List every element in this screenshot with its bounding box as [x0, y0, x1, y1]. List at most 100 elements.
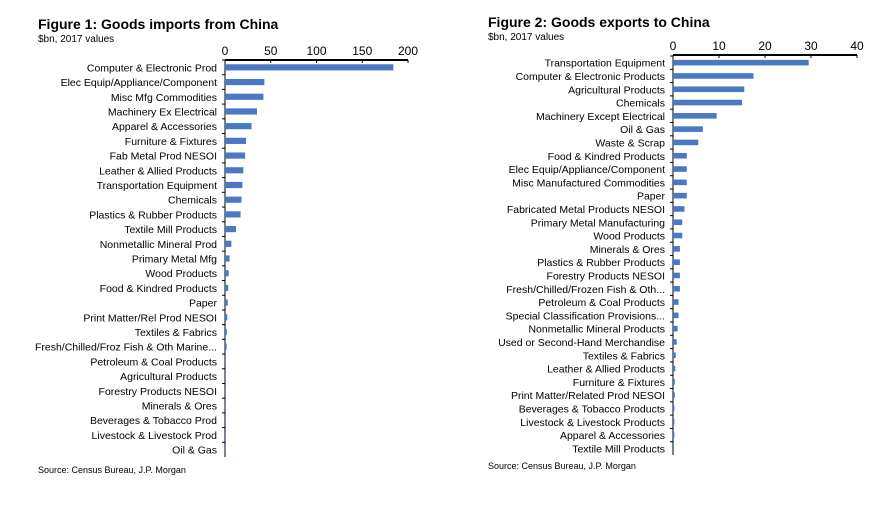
- exports-bar: [673, 259, 680, 265]
- exports-bar: [673, 126, 703, 132]
- exports-category-label: Livestock & Livestock Products: [520, 417, 665, 429]
- imports-bar: [225, 270, 229, 277]
- exports-bar: [673, 312, 679, 319]
- exports-category-label: Machinery Except Electrical: [536, 111, 665, 123]
- imports-bar: [225, 226, 236, 233]
- imports-category-label: Leather & Allied Products: [99, 165, 217, 177]
- exports-bar: [673, 339, 677, 345]
- imports-category-label: Wood Products: [145, 268, 217, 280]
- exports-x-tick-label: 40: [850, 39, 864, 53]
- exports-category-label: Primary Metal Manufacturing: [531, 217, 665, 229]
- exports-category-label: Elec Equip/Appliance/Component: [509, 164, 666, 176]
- imports-bar: [225, 284, 229, 291]
- exports-category-label: Plastics & Rubber Products: [537, 257, 665, 269]
- imports-category-label: Paper: [189, 298, 218, 310]
- imports-x-tick-label: 100: [306, 44, 326, 58]
- exports-bar: [673, 219, 683, 226]
- imports-bar: [225, 402, 226, 409]
- exports-category-label: Wood Products: [593, 231, 665, 243]
- exports-category-label: Furniture & Fixtures: [573, 377, 665, 389]
- exports-bar: [673, 352, 676, 359]
- exports-category-label: Textiles & Fabrics: [583, 350, 665, 362]
- exports-category-label: Fresh/Chilled/Frozen Fish & Oth...: [506, 284, 665, 296]
- imports-category-label: Oil & Gas: [172, 445, 217, 457]
- imports-bar: [225, 196, 242, 203]
- imports-category-label: Elec Equip/Appliance/Component: [61, 77, 218, 89]
- exports-bar: [673, 86, 745, 93]
- exports-bar: [673, 285, 680, 292]
- exports-category-label: Agricultural Products: [568, 84, 665, 96]
- imports-x-tick-label: 50: [264, 44, 278, 58]
- imports-category-label: Food & Kindred Products: [100, 283, 217, 295]
- exports-category-label: Misc Manufactured Commodities: [512, 177, 665, 189]
- imports-bar: [225, 240, 232, 247]
- imports-bar: [225, 431, 226, 439]
- exports-x-tick-label: 0: [670, 39, 677, 53]
- imports-bar: [225, 255, 230, 262]
- exports-category-label: Chemicals: [616, 98, 665, 110]
- imports-category-label: Minerals & Ores: [142, 401, 217, 413]
- imports-bar: [225, 123, 252, 130]
- exports-bar: [673, 166, 687, 172]
- imports-x-tick-label: 150: [352, 44, 372, 58]
- exports-category-label: Leather & Allied Products: [547, 364, 665, 376]
- exports-category-label: Food & Kindred Products: [548, 151, 665, 163]
- exports-bar: [673, 325, 678, 332]
- figure-2-source: Source: Census Bureau, J.P. Morgan: [488, 461, 636, 471]
- imports-bar: [225, 299, 228, 306]
- imports-category-label: Primary Metal Mfg: [132, 254, 217, 266]
- imports-bar: [225, 93, 264, 100]
- imports-category-label: Machinery Ex Electrical: [108, 106, 217, 118]
- imports-category-label: Textiles & Fabrics: [135, 327, 217, 339]
- exports-category-label: Fabricated Metal Products NESOI: [507, 204, 665, 216]
- exports-bar: [673, 432, 675, 438]
- figure-1-source: Source: Census Bureau, J.P. Morgan: [38, 465, 186, 475]
- exports-bar: [673, 113, 717, 119]
- imports-category-label: Beverages & Tobacco Prod: [90, 415, 217, 427]
- exports-category-label: Transportation Equipment: [545, 58, 666, 70]
- exports-bar: [673, 192, 687, 199]
- exports-category-label: Print Matter/Related Prod NESOI: [511, 390, 665, 402]
- imports-bar: [225, 211, 241, 218]
- exports-category-label: Oil & Gas: [620, 124, 665, 136]
- imports-bar: [225, 78, 265, 86]
- figure-1-subtitle: $bn, 2017 values: [38, 34, 115, 45]
- imports-bar: [225, 358, 226, 365]
- imports-category-label: Chemicals: [168, 195, 217, 207]
- exports-bar: [673, 365, 676, 372]
- exports-category-label: Forestry Products NESOI: [547, 270, 665, 282]
- imports-category-label: Nonmetallic Mineral Prod: [100, 239, 217, 251]
- imports-category-label: Computer & Electronic Prod: [87, 62, 217, 74]
- exports-x-tick-label: 10: [712, 39, 726, 53]
- imports-category-label: Petroleum & Coal Products: [90, 356, 217, 368]
- exports-category-label: Petroleum & Coal Products: [538, 297, 665, 309]
- exports-bar: [673, 73, 754, 79]
- exports-bar: [673, 418, 675, 425]
- figure-2-subtitle: $bn, 2017 values: [488, 32, 565, 43]
- exports-category-label: Textile Mill Products: [572, 443, 665, 455]
- imports-category-label: Transportation Equipment: [97, 180, 218, 192]
- imports-category-label: Furniture & Fixtures: [125, 136, 217, 148]
- imports-bar: [225, 181, 243, 189]
- imports-bar: [225, 343, 227, 350]
- exports-category-label: Apparel & Accessories: [560, 430, 665, 442]
- imports-bar: [225, 328, 227, 336]
- exports-x-tick-label: 20: [758, 39, 772, 53]
- imports-category-label: Fab Metal Prod NESOI: [110, 151, 217, 163]
- imports-category-label: Print Matter/Rel Prod NESOI: [83, 312, 217, 324]
- figure-1-title: Figure 1: Goods imports from China: [38, 16, 279, 32]
- exports-bar: [673, 299, 679, 305]
- exports-bar: [673, 392, 675, 398]
- imports-x-tick-label: 0: [222, 44, 229, 58]
- imports-x-tick-label: 200: [398, 44, 418, 58]
- exports-bar: [673, 206, 685, 212]
- imports-bar: [225, 137, 247, 144]
- exports-bar: [673, 139, 699, 146]
- imports-bar: [225, 373, 226, 380]
- exports-bar: [673, 152, 687, 159]
- imports-category-label: Misc Mfg Commodities: [111, 92, 217, 104]
- exports-x-tick-label: 30: [804, 39, 818, 53]
- exports-bar: [673, 272, 680, 279]
- exports-bar: [673, 99, 742, 106]
